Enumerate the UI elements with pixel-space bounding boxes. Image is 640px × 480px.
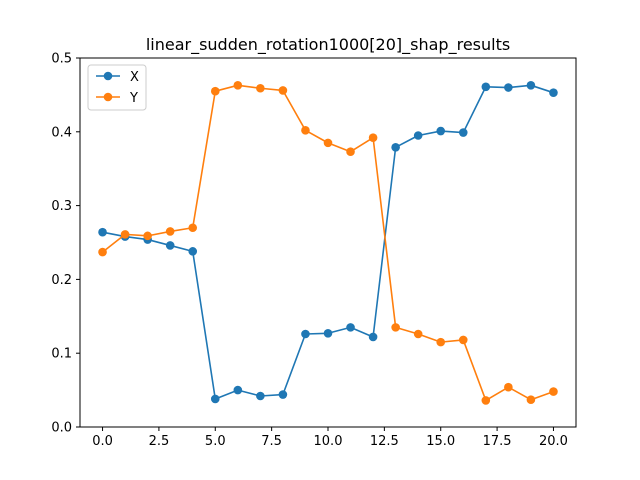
data-point-y — [346, 147, 355, 157]
data-point-x — [188, 247, 198, 256]
data-point-y — [301, 126, 310, 135]
x-tick-label: 10.0 — [314, 434, 343, 449]
data-point-x — [526, 81, 536, 90]
data-point-x — [233, 385, 243, 395]
series-x — [98, 81, 558, 404]
legend: XY — [87, 64, 147, 111]
data-point-y — [278, 86, 288, 95]
data-point-y — [323, 138, 333, 148]
x-tick-label: 20.0 — [539, 434, 568, 449]
x-tick-label: 15.0 — [426, 434, 455, 449]
data-point-x — [301, 329, 310, 339]
series-y — [98, 81, 558, 405]
data-point-y — [391, 323, 400, 332]
data-point-x — [210, 394, 220, 404]
legend-label: X — [130, 70, 139, 85]
data-point-y — [120, 230, 130, 239]
data-point-y — [436, 337, 446, 347]
x-tick-label: 5.0 — [205, 434, 226, 449]
data-point-x — [413, 131, 423, 140]
data-point-y — [165, 227, 175, 236]
data-point-y — [256, 83, 265, 93]
data-point-x — [165, 241, 175, 250]
data-point-y — [98, 247, 107, 257]
x-tick-label: 7.5 — [261, 434, 282, 449]
x-tick-label: 17.5 — [483, 434, 512, 449]
y-tick-label: 0.1 — [51, 347, 72, 362]
chart-title: linear_sudden_rotation1000[20]_shap_resu… — [146, 35, 510, 55]
data-point-x — [346, 323, 355, 332]
data-point-y — [458, 335, 468, 345]
data-point-y — [233, 81, 243, 90]
y-axis: 0.0 0.1 0.2 0.3 0.4 0.5 — [51, 52, 80, 436]
data-point-x — [549, 88, 558, 97]
y-tick-label: 0.0 — [51, 421, 72, 436]
data-point-x — [323, 328, 333, 338]
data-point-y — [549, 387, 558, 396]
data-point-x — [436, 126, 446, 136]
data-point-y — [413, 329, 423, 339]
data-point-y — [526, 395, 536, 404]
data-point-x — [98, 227, 107, 237]
x-axis: 0.0 2.5 5.0 7.5 10.0 12.5 15.0 17.5 20.0 — [92, 427, 568, 449]
data-point-y — [368, 133, 378, 143]
data-point-x — [504, 83, 513, 92]
data-point-x — [278, 390, 288, 399]
legend-label: Y — [129, 91, 138, 106]
series-layer — [98, 81, 558, 405]
legend-marker — [103, 92, 113, 102]
y-tick-label: 0.3 — [51, 199, 72, 214]
y-tick-label: 0.2 — [51, 273, 72, 288]
y-tick-label: 0.4 — [51, 125, 72, 140]
legend-item-y: Y — [96, 91, 138, 106]
data-point-x — [256, 391, 265, 401]
data-point-y — [188, 223, 198, 233]
legend-item-x: X — [96, 70, 139, 85]
data-point-y — [504, 382, 513, 392]
x-tick-label: 0.0 — [92, 434, 113, 449]
x-tick-label: 2.5 — [149, 434, 170, 449]
legend-marker — [103, 71, 113, 81]
data-point-x — [391, 142, 400, 152]
y-tick-label: 0.5 — [51, 52, 72, 67]
data-point-y — [481, 396, 491, 405]
data-point-y — [143, 231, 152, 241]
data-point-x — [458, 128, 468, 137]
data-point-x — [368, 332, 378, 342]
data-point-x — [481, 82, 491, 92]
x-tick-label: 12.5 — [370, 434, 399, 449]
data-point-y — [210, 86, 220, 96]
